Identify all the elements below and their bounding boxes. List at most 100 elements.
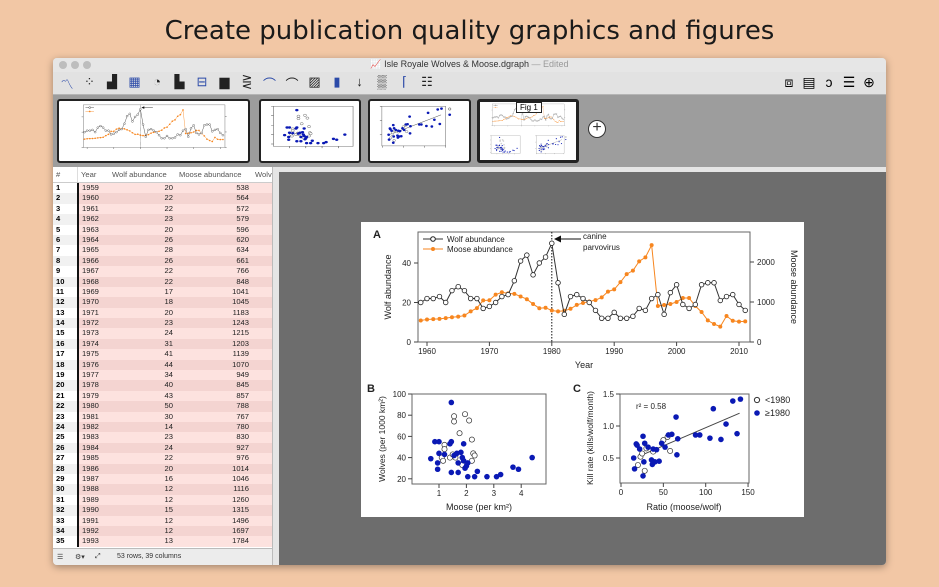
table-cell[interactable] xyxy=(252,193,272,204)
table-cell[interactable]: 30 xyxy=(53,484,77,495)
zoom-in-icon[interactable]: ⊕ xyxy=(863,74,875,90)
col-header-wolf[interactable]: Wolf abundance xyxy=(112,170,167,179)
table-cell[interactable]: 766 xyxy=(176,266,252,277)
scatter-icon[interactable]: ⁘ xyxy=(84,74,95,89)
table-cell[interactable]: 1982 xyxy=(77,421,109,433)
table-cell[interactable]: 1970 xyxy=(77,297,109,308)
table-cell[interactable]: 32 xyxy=(53,505,77,516)
pie-chart-icon[interactable]: ◔ xyxy=(153,74,161,89)
table-cell[interactable]: 22 xyxy=(53,401,77,412)
table-cell[interactable]: 976 xyxy=(176,453,252,464)
table-cell[interactable]: 22 xyxy=(109,453,176,464)
table-cell[interactable]: 7 xyxy=(53,245,77,256)
table-cell[interactable] xyxy=(252,359,272,371)
table-row[interactable]: 4 1962 23 579 xyxy=(53,214,272,225)
table-cell[interactable]: 1992 xyxy=(77,525,109,537)
table-row[interactable]: 24 1982 14 780 xyxy=(53,421,272,433)
table-cell[interactable] xyxy=(252,463,272,474)
table-cell[interactable]: 1976 xyxy=(77,359,109,371)
table-cell[interactable]: 3 xyxy=(53,203,77,215)
table-cell[interactable]: 22 xyxy=(109,276,176,287)
step-chart-icon[interactable]: ▙ xyxy=(174,74,185,89)
table-cell[interactable]: 30 xyxy=(109,411,176,422)
table-cell[interactable]: 830 xyxy=(176,432,252,443)
table-cell[interactable]: 16 xyxy=(109,473,176,485)
add-figure-button[interactable]: + xyxy=(588,120,606,138)
table-cell[interactable] xyxy=(252,276,272,287)
table-cell[interactable]: 1991 xyxy=(77,515,109,526)
table-cell[interactable]: 20 xyxy=(109,307,176,319)
expand-icon[interactable]: ⤢ xyxy=(95,553,101,560)
table-cell[interactable] xyxy=(252,432,272,443)
table-cell[interactable] xyxy=(252,318,272,329)
table-cell[interactable]: 1978 xyxy=(77,380,109,391)
table-cell[interactable]: 634 xyxy=(176,245,252,256)
table-cell[interactable]: 1260 xyxy=(176,494,252,506)
table-cell[interactable]: 538 xyxy=(176,183,252,194)
text-pattern-icon[interactable]: ▒ xyxy=(377,74,387,89)
table-row[interactable]: 28 1986 20 1014 xyxy=(53,463,272,474)
minimize-button[interactable] xyxy=(71,61,79,69)
table-row[interactable]: 5 1963 20 596 xyxy=(53,224,272,235)
histogram-icon[interactable]: ▆ xyxy=(219,74,230,89)
table-cell[interactable]: 13 xyxy=(109,536,176,547)
table-cell[interactable]: 26 xyxy=(109,255,176,267)
table-cell[interactable]: 20 xyxy=(53,380,77,391)
table-cell[interactable]: 1139 xyxy=(176,349,252,360)
table-row[interactable]: 15 1973 24 1215 xyxy=(53,328,272,339)
table-cell[interactable]: 1962 xyxy=(77,214,109,225)
table-cell[interactable]: 28 xyxy=(53,463,77,474)
table-cell[interactable]: 35 xyxy=(53,536,77,547)
table-cell[interactable]: 18 xyxy=(53,359,77,371)
table-cell[interactable]: 29 xyxy=(53,473,77,485)
table-cell[interactable]: 596 xyxy=(176,224,252,235)
table-cell[interactable]: 12 xyxy=(109,515,176,526)
table-cell[interactable] xyxy=(252,536,272,547)
table-row[interactable]: 30 1988 12 1116 xyxy=(53,484,272,495)
table-cell[interactable]: 27 xyxy=(53,453,77,464)
table-cell[interactable]: 28 xyxy=(109,245,176,256)
table-row[interactable]: 11 1969 17 1041 xyxy=(53,286,272,298)
table-cell[interactable] xyxy=(252,266,272,277)
table-cell[interactable] xyxy=(252,453,272,464)
table-cell[interactable]: 31 xyxy=(109,338,176,350)
table-cell[interactable]: 33 xyxy=(53,515,77,526)
table-cell[interactable]: 1967 xyxy=(77,266,109,277)
table-row[interactable]: 2 1960 22 564 xyxy=(53,193,272,204)
table-cell[interactable]: 1959 xyxy=(77,183,109,194)
table-cell[interactable]: 1973 xyxy=(77,328,109,339)
table-cell[interactable]: 564 xyxy=(176,193,252,204)
table-cell[interactable] xyxy=(252,234,272,246)
table-cell[interactable]: 25 xyxy=(53,432,77,443)
table-cell[interactable] xyxy=(252,401,272,412)
table-cell[interactable]: 1315 xyxy=(176,505,252,516)
table-cell[interactable]: 788 xyxy=(176,401,252,412)
table-cell[interactable]: 23 xyxy=(53,411,77,422)
gear-menu-icon[interactable]: ⚙▾ xyxy=(75,554,85,561)
table-cell[interactable]: 1983 xyxy=(77,432,109,443)
table-row[interactable]: 25 1983 23 830 xyxy=(53,432,272,443)
table-cell[interactable]: 1979 xyxy=(77,390,109,402)
zoom-button[interactable] xyxy=(83,61,91,69)
table-row[interactable]: 35 1993 13 1784 xyxy=(53,536,272,547)
table-cell[interactable]: 24 xyxy=(109,328,176,339)
table-cell[interactable]: 1203 xyxy=(176,338,252,350)
table-cell[interactable]: 5 xyxy=(53,224,77,235)
thumb-fig1[interactable]: Fig 1 xyxy=(477,99,579,163)
table-cell[interactable] xyxy=(252,370,272,381)
table-cell[interactable]: 12 xyxy=(109,525,176,537)
col-header-wolves[interactable]: Wolve xyxy=(255,170,272,179)
table-cell[interactable]: 31 xyxy=(53,494,77,506)
table-cell[interactable]: 767 xyxy=(176,411,252,422)
table-cell[interactable]: 1971 xyxy=(77,307,109,319)
table-cell[interactable]: 1070 xyxy=(176,359,252,371)
table-cell[interactable]: 1496 xyxy=(176,515,252,526)
col-header-index[interactable]: # xyxy=(53,167,77,182)
table-cell[interactable]: 1984 xyxy=(77,442,109,454)
table-cell[interactable]: 1784 xyxy=(176,536,252,547)
table-cell[interactable]: 1972 xyxy=(77,318,109,329)
table-cell[interactable]: 1966 xyxy=(77,255,109,267)
table-cell[interactable]: 18 xyxy=(109,297,176,308)
table-cell[interactable] xyxy=(252,515,272,526)
table-cell[interactable]: 1961 xyxy=(77,203,109,215)
